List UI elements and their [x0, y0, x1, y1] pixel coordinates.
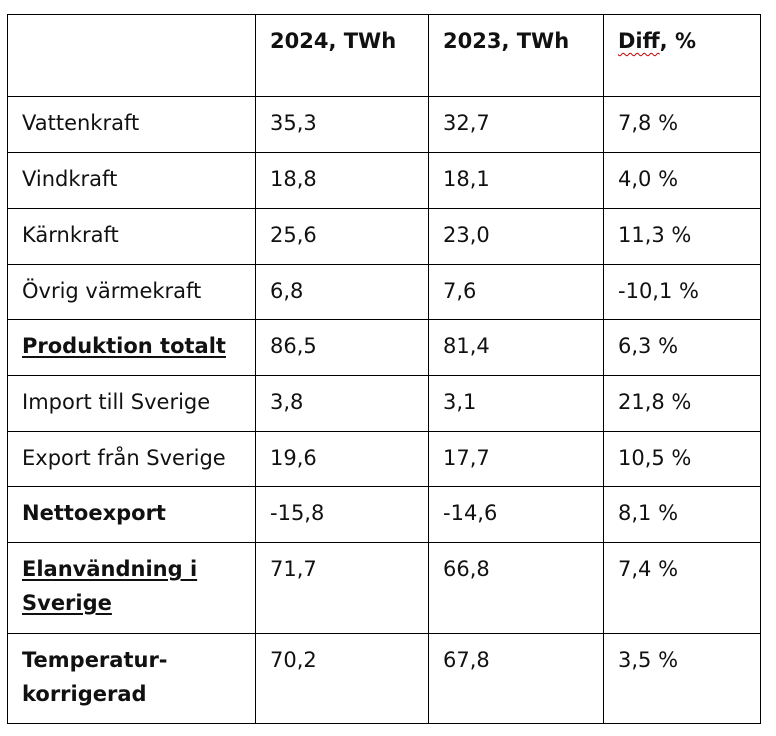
value-2023: -14,6 — [428, 486, 604, 543]
diff-value: 3,5 % — [603, 633, 761, 724]
table-row: Kärnkraft 25,6 23,0 11,3 % — [7, 208, 761, 265]
temperature-label-line2: korrigerad — [22, 682, 147, 706]
row-label-electricity-use: Elanvändning i Sverige — [7, 542, 256, 634]
row-label: Vattenkraft — [7, 96, 256, 153]
value-2024: -15,8 — [255, 486, 429, 543]
table-row: Vindkraft 18,8 18,1 4,0 % — [7, 152, 761, 209]
electricity-use-label-line1: Elanvändning i — [22, 557, 198, 581]
diff-value: 6,3 % — [603, 319, 761, 376]
table-header-row: 2024, TWh 2023, TWh Diff, % — [7, 14, 761, 97]
diff-value: 21,8 % — [603, 375, 761, 432]
table-row: Vattenkraft 35,3 32,7 7,8 % — [7, 96, 761, 153]
row-label-total-production: Produktion totalt — [7, 319, 256, 376]
value-2024: 35,3 — [255, 96, 429, 153]
row-label-net-export: Nettoexport — [7, 486, 256, 543]
value-2023: 7,6 — [428, 264, 604, 320]
diff-value: 7,8 % — [603, 96, 761, 153]
row-label: Kärnkraft — [7, 208, 256, 265]
table-row: Nettoexport -15,8 -14,6 8,1 % — [7, 486, 761, 543]
table-row: Produktion totalt 86,5 81,4 6,3 % — [7, 319, 761, 376]
value-2023: 23,0 — [428, 208, 604, 265]
diff-value: 7,4 % — [603, 542, 761, 634]
value-2024: 25,6 — [255, 208, 429, 265]
total-production-label: Produktion totalt — [22, 334, 226, 358]
table-row: Import till Sverige 3,8 3,1 21,8 % — [7, 375, 761, 432]
value-2023: 3,1 — [428, 375, 604, 432]
electricity-table: 2024, TWh 2023, TWh Diff, % Vattenkraft … — [7, 14, 761, 724]
header-2024: 2024, TWh — [255, 14, 429, 97]
value-2024: 71,7 — [255, 542, 429, 634]
value-2024: 3,8 — [255, 375, 429, 432]
electricity-use-label-line2: Sverige — [22, 591, 112, 615]
value-2023: 67,8 — [428, 633, 604, 724]
header-diff-word: Diff — [618, 29, 660, 53]
value-2023: 18,1 — [428, 152, 604, 209]
value-2024: 18,8 — [255, 152, 429, 209]
value-2024: 19,6 — [255, 431, 429, 487]
header-diff: Diff, % — [603, 14, 761, 97]
header-2023: 2023, TWh — [428, 14, 604, 97]
temperature-label-line1: Temperatur- — [22, 648, 168, 672]
value-2024: 6,8 — [255, 264, 429, 320]
value-2023: 66,8 — [428, 542, 604, 634]
header-empty-cell — [7, 14, 256, 97]
table-row: Export från Sverige 19,6 17,7 10,5 % — [7, 431, 761, 487]
table-row: Temperatur-korrigerad 70,2 67,8 3,5 % — [7, 633, 761, 724]
table-row: Elanvändning i Sverige 71,7 66,8 7,4 % — [7, 542, 761, 634]
diff-value: 4,0 % — [603, 152, 761, 209]
value-2023: 17,7 — [428, 431, 604, 487]
value-2023: 32,7 — [428, 96, 604, 153]
row-label: Import till Sverige — [7, 375, 256, 432]
value-2024: 86,5 — [255, 319, 429, 376]
row-label: Export från Sverige — [7, 431, 256, 487]
table-row: Övrig värmekraft 6,8 7,6 -10,1 % — [7, 264, 761, 320]
value-2024: 70,2 — [255, 633, 429, 724]
diff-value: 8,1 % — [603, 486, 761, 543]
diff-value: 11,3 % — [603, 208, 761, 265]
header-diff-suffix: , % — [659, 29, 696, 53]
row-label-temperature-corrected: Temperatur-korrigerad — [7, 633, 256, 724]
diff-value: -10,1 % — [603, 264, 761, 320]
diff-value: 10,5 % — [603, 431, 761, 487]
row-label: Övrig värmekraft — [7, 264, 256, 320]
row-label: Vindkraft — [7, 152, 256, 209]
value-2023: 81,4 — [428, 319, 604, 376]
